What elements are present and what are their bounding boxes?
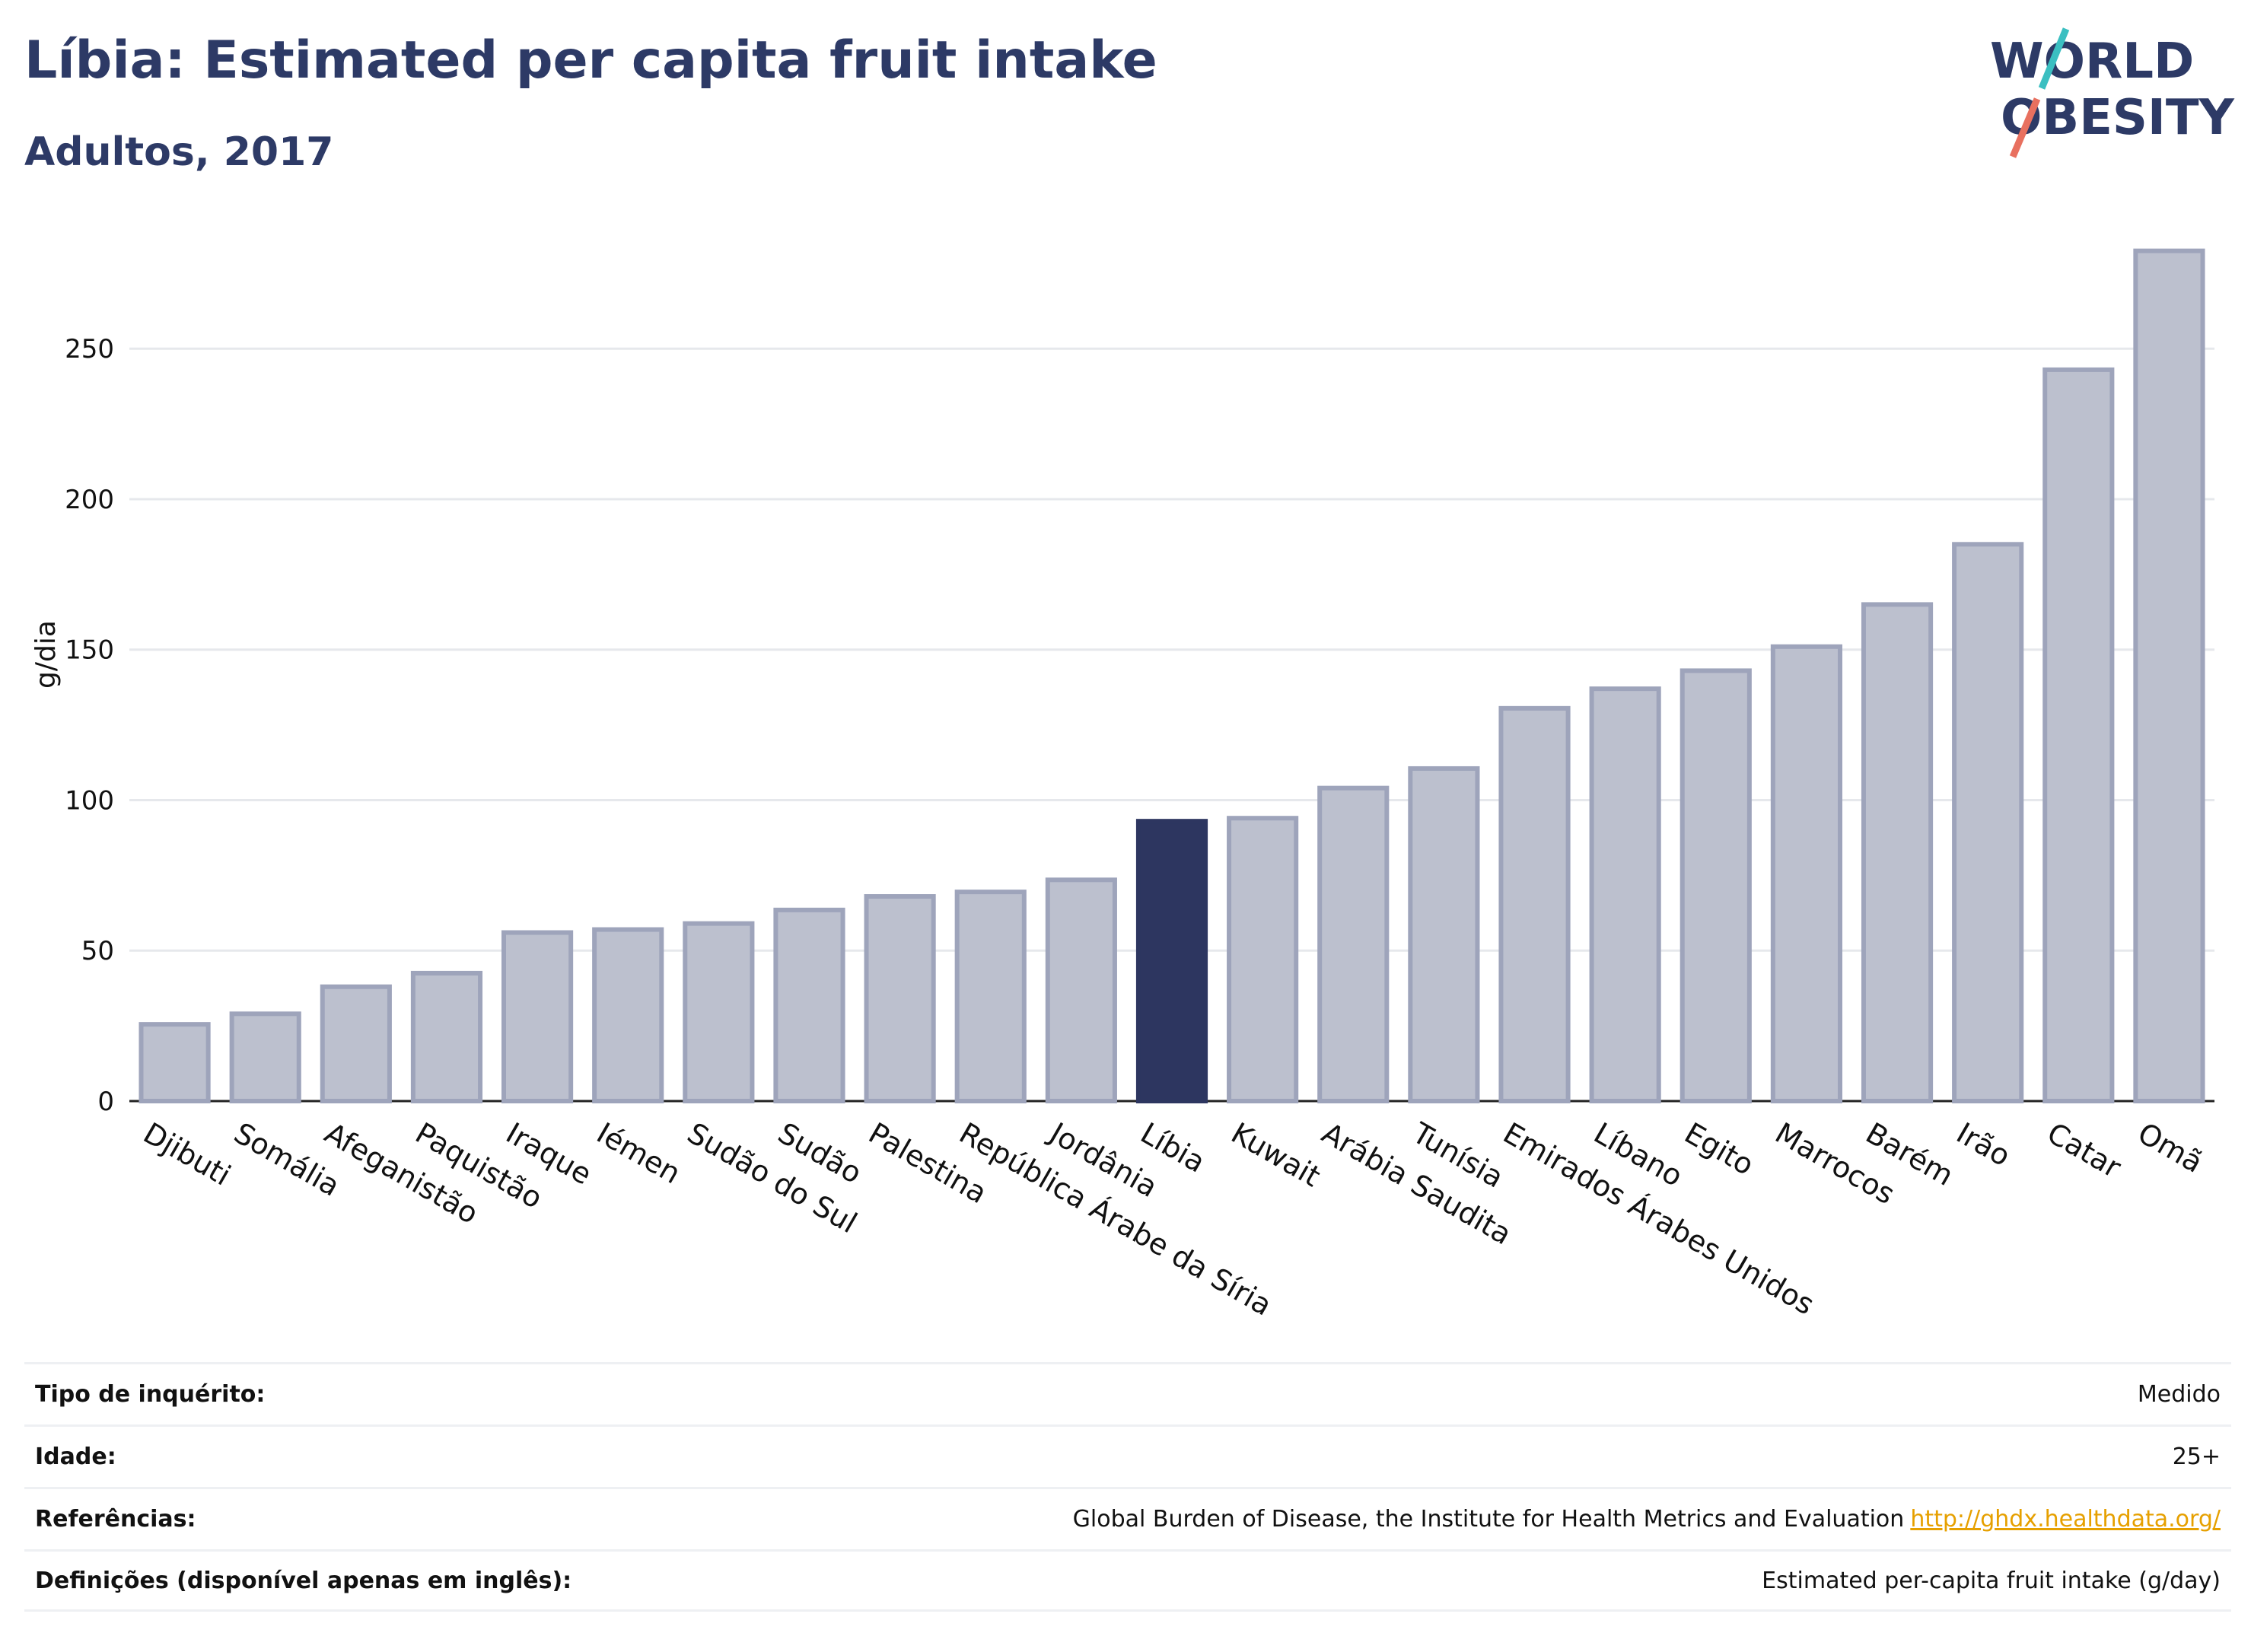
reference-link[interactable]: http://ghdx.healthdata.org/	[1910, 1506, 2221, 1533]
metadata-value-text: Medido	[2137, 1381, 2221, 1408]
bar	[229, 1011, 301, 1104]
bar	[1952, 542, 2024, 1103]
metadata-label: Tipo de inquérito:	[35, 1381, 266, 1408]
bar	[1589, 686, 1661, 1103]
bar	[1227, 816, 1299, 1103]
x-tick-label: Egito	[1679, 1116, 1759, 1183]
bar	[1679, 668, 1752, 1103]
logo-text-world: WORLD	[1990, 33, 2194, 90]
bar	[1861, 602, 1934, 1103]
bar	[410, 970, 483, 1103]
bar	[592, 927, 664, 1103]
y-tick-label: 200	[65, 485, 114, 515]
bars	[138, 248, 2205, 1104]
metadata-row: Tipo de inquérito: Medido	[24, 1362, 2231, 1424]
y-tick-label: 100	[65, 785, 114, 816]
metadata-value: Medido	[2138, 1381, 2221, 1408]
y-axis-ticks: 0 50 100 150 200 250	[65, 334, 114, 1117]
bar-highlight	[1135, 819, 1208, 1103]
bar	[2042, 367, 2115, 1103]
bar	[1045, 877, 1117, 1103]
bar	[501, 930, 574, 1103]
metadata-value-text: Estimated per-capita fruit intake (g/day…	[1762, 1567, 2221, 1594]
bar	[2133, 248, 2205, 1103]
bar-chart: 0 50 100 150 200 250 DjibutiSomáliaAfeganistã…	[30, 248, 2214, 1323]
x-tick-label: Catar	[2042, 1116, 2127, 1185]
metadata-value-text: 25+	[2172, 1444, 2221, 1470]
metadata-value-text: Global Burden of Disease, the Institute …	[1072, 1506, 1905, 1533]
chart-title: Líbia: Estimated per capita fruit intake	[24, 30, 1157, 91]
bar	[1317, 785, 1390, 1103]
metadata-row: Definições (disponível apenas em inglês)…	[24, 1549, 2231, 1612]
x-tick-label: Iémen	[591, 1116, 686, 1191]
metadata-value: Global Burden of Disease, the Institute …	[1073, 1506, 2221, 1533]
x-tick-label: Omã	[2132, 1116, 2208, 1179]
bar	[773, 907, 845, 1103]
x-tick-label: Kuwait	[1226, 1116, 1326, 1194]
metadata-row: Referências: Global Burden of Disease, th…	[24, 1487, 2231, 1549]
bar	[138, 1022, 211, 1103]
y-tick-label: 250	[65, 334, 114, 364]
world-obesity-logo: WORLD OBESITY	[1990, 27, 2234, 158]
bar	[954, 890, 1027, 1104]
bar	[1770, 644, 1842, 1103]
metadata-label: Idade:	[35, 1444, 116, 1470]
bar	[864, 894, 936, 1103]
bar	[683, 921, 755, 1104]
metadata-value: Estimated per-capita fruit intake (g/day…	[1762, 1568, 2221, 1594]
x-tick-label: Djibuti	[138, 1116, 236, 1192]
metadata-value: 25+	[2173, 1444, 2221, 1470]
metadata-row: Idade: 25+	[24, 1424, 2231, 1487]
logo-slash-teal	[2038, 27, 2070, 90]
logo-slash-coral	[2009, 97, 2041, 158]
metadata-table: Tipo de inquérito: Medido Idade: 25+ Referên…	[24, 1362, 2231, 1612]
y-tick-label: 50	[81, 936, 114, 966]
bar	[1498, 705, 1571, 1103]
x-axis-labels: DjibutiSomáliaAfeganistãoPaquistãoIraque…	[138, 1116, 2208, 1323]
bar	[320, 984, 392, 1104]
y-tick-label: 0	[97, 1087, 114, 1117]
bar	[1408, 766, 1480, 1103]
y-tick-label: 150	[65, 635, 114, 666]
x-tick-label: Irão	[1951, 1116, 2017, 1173]
logo-text-obesity: OBESITY	[2001, 90, 2234, 146]
y-axis-label: g/dia	[30, 620, 62, 689]
metadata-label: Referências:	[35, 1506, 196, 1533]
chart-subtitle: Adultos, 2017	[24, 129, 334, 175]
metadata-label: Definições (disponível apenas em inglês)…	[35, 1567, 572, 1594]
